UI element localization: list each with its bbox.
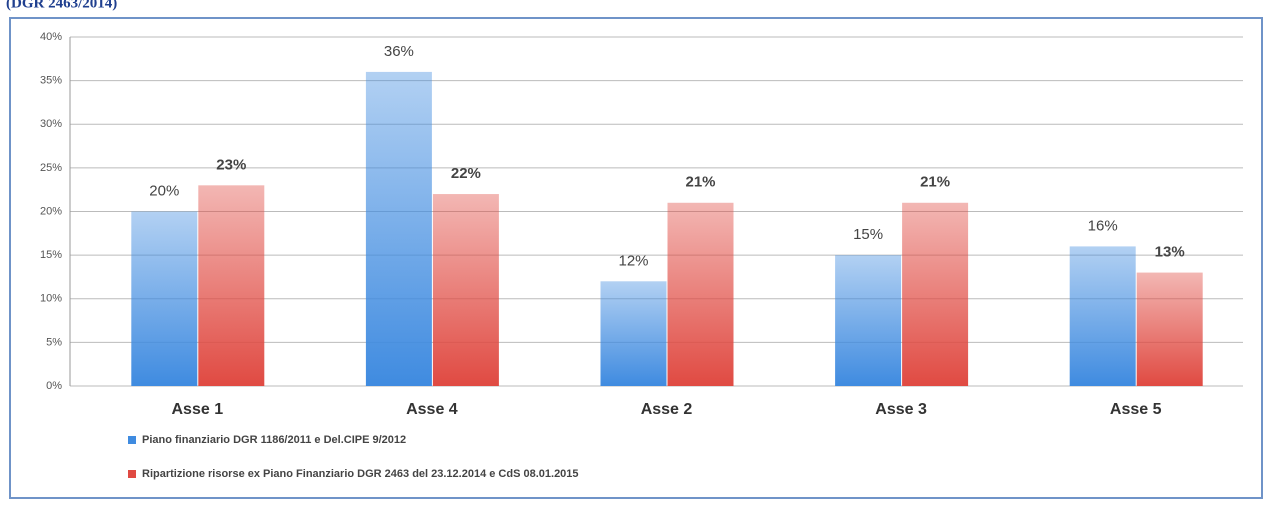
- data-label: 22%: [451, 165, 481, 182]
- data-label: 20%: [149, 182, 179, 199]
- data-label: 16%: [1088, 217, 1118, 234]
- chart-title: (DGR 2463/2014): [6, 0, 117, 11]
- bar: [365, 71, 432, 387]
- y-tick-label: 40%: [40, 31, 62, 43]
- legend-label: Piano finanziario DGR 1186/2011 e Del.CI…: [142, 434, 406, 446]
- legend-swatch: [128, 436, 136, 444]
- x-tick-label: Asse 1: [172, 401, 224, 418]
- data-label: 13%: [1155, 244, 1185, 261]
- y-tick-label: 5%: [46, 336, 62, 348]
- bar: [835, 255, 902, 386]
- bar: [198, 185, 265, 386]
- y-tick-label: 0%: [46, 380, 62, 392]
- y-tick-label: 10%: [40, 293, 62, 305]
- x-tick-label: Asse 2: [641, 401, 693, 418]
- bar: [1069, 246, 1136, 386]
- y-tick-label: 20%: [40, 205, 62, 217]
- y-tick-label: 25%: [40, 162, 62, 174]
- legend-swatch: [128, 470, 136, 478]
- data-label: 15%: [853, 226, 883, 243]
- bar: [600, 281, 667, 386]
- data-label: 36%: [384, 43, 414, 60]
- bar: [667, 202, 734, 386]
- x-tick-label: Asse 5: [1110, 401, 1162, 418]
- data-label: 21%: [920, 174, 950, 191]
- bar: [131, 211, 198, 386]
- y-tick-label: 30%: [40, 118, 62, 130]
- y-tick-label: 35%: [40, 75, 62, 87]
- bar: [902, 202, 969, 386]
- legend-label: Ripartizione risorse ex Piano Finanziari…: [142, 468, 579, 480]
- data-label: 23%: [216, 156, 246, 173]
- x-tick-label: Asse 4: [406, 401, 458, 418]
- data-label: 12%: [618, 252, 648, 269]
- x-tick-label: Asse 3: [875, 401, 927, 418]
- y-tick-label: 15%: [40, 249, 62, 261]
- bar: [432, 194, 499, 386]
- data-label: 21%: [685, 174, 715, 191]
- bar: [1136, 272, 1203, 386]
